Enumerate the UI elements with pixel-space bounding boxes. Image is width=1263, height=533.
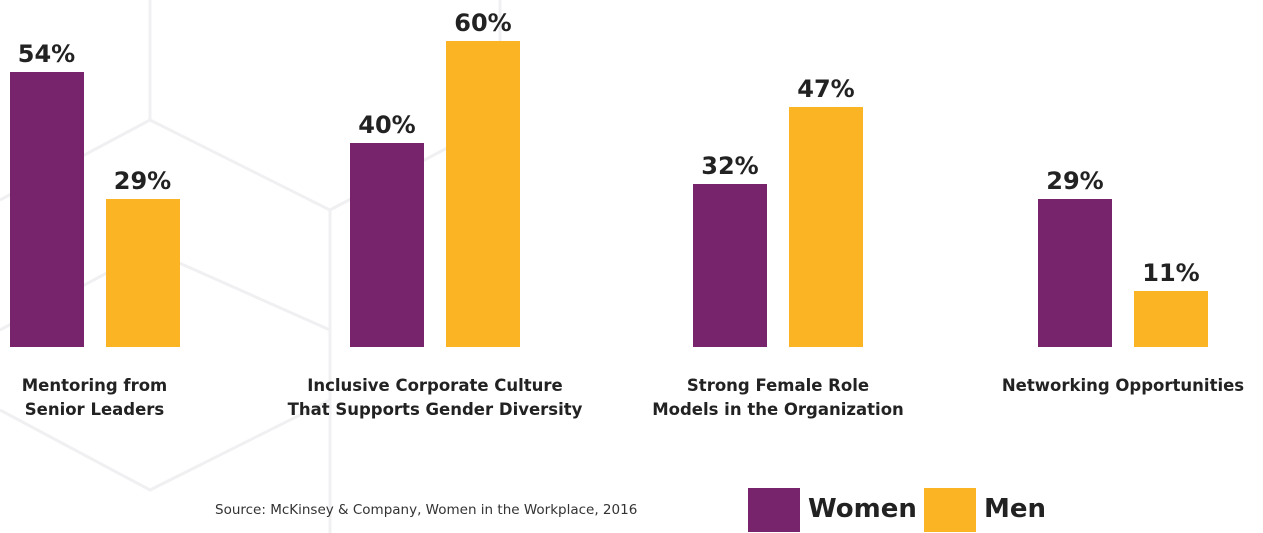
category-label: Strong Female Role Models in the Organiz… — [652, 376, 904, 419]
bar — [350, 143, 424, 347]
value-label: 47% — [797, 75, 855, 104]
value-label: 11% — [1142, 258, 1200, 287]
legend-swatch — [924, 488, 976, 532]
legend-swatch — [748, 488, 800, 532]
bar — [446, 41, 520, 347]
value-label: 54% — [17, 39, 76, 68]
bar — [9, 71, 84, 347]
bar — [105, 199, 180, 347]
value-label: 29% — [1046, 167, 1104, 196]
bar — [1134, 290, 1208, 347]
value-label: 60% — [454, 9, 512, 37]
legend-label: Women — [808, 494, 917, 524]
category-label: Inclusive Corporate Culture That Support… — [287, 376, 583, 419]
value-label: 32% — [701, 151, 759, 180]
bar — [693, 183, 767, 347]
category-label: Networking Opportunities — [1001, 376, 1245, 395]
bar — [789, 107, 863, 347]
category-label: Mentoring from Senior Leaders — [21, 376, 168, 419]
value-label: 40% — [358, 111, 416, 139]
bar — [1038, 199, 1112, 347]
value-label: 29% — [113, 167, 172, 196]
source-note: Source: McKinsey & Company, Women in the… — [215, 502, 638, 518]
legend-label: Men — [984, 494, 1047, 524]
